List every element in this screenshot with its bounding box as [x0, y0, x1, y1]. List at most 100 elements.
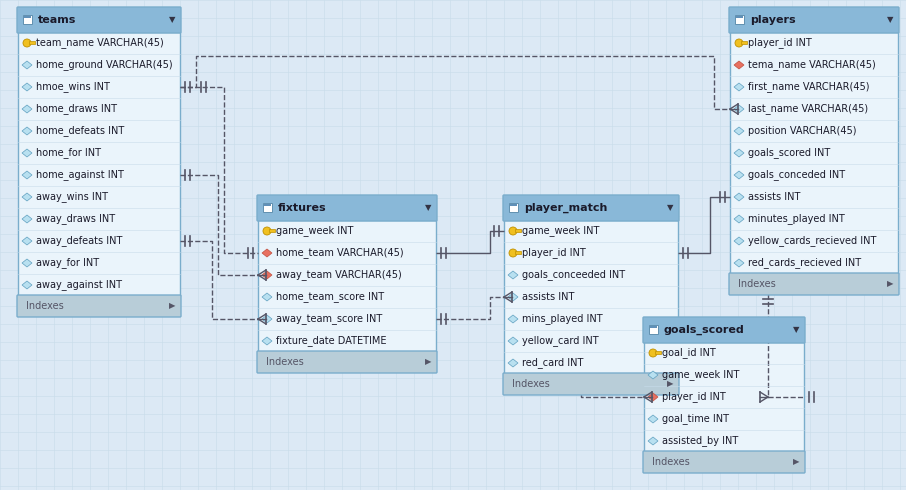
Text: player_id INT: player_id INT: [748, 38, 812, 49]
Text: game_week INT: game_week INT: [522, 225, 600, 237]
FancyBboxPatch shape: [643, 451, 805, 473]
Text: player_id INT: player_id INT: [662, 392, 726, 402]
Bar: [741, 42, 747, 45]
FancyBboxPatch shape: [257, 195, 437, 221]
Polygon shape: [22, 215, 32, 223]
Polygon shape: [648, 415, 658, 423]
Bar: [269, 229, 275, 232]
Polygon shape: [22, 193, 32, 201]
Text: mins_played INT: mins_played INT: [522, 314, 602, 324]
FancyBboxPatch shape: [17, 295, 181, 317]
FancyBboxPatch shape: [258, 220, 436, 352]
Text: home_team VARCHAR(45): home_team VARCHAR(45): [276, 247, 404, 258]
Text: teams: teams: [38, 15, 76, 25]
Text: Indexes: Indexes: [652, 457, 689, 467]
Text: team_name VARCHAR(45): team_name VARCHAR(45): [36, 38, 164, 49]
Text: ▶: ▶: [667, 379, 673, 389]
FancyBboxPatch shape: [730, 32, 898, 274]
Polygon shape: [22, 237, 32, 245]
Text: game_week INT: game_week INT: [276, 225, 353, 237]
Text: Indexes: Indexes: [266, 357, 304, 367]
Polygon shape: [648, 437, 658, 445]
Polygon shape: [262, 271, 272, 279]
Bar: [510, 204, 517, 206]
Text: home_ground VARCHAR(45): home_ground VARCHAR(45): [36, 60, 173, 71]
Polygon shape: [508, 293, 518, 301]
Bar: [655, 351, 661, 354]
Bar: [515, 229, 521, 232]
FancyBboxPatch shape: [729, 7, 899, 33]
Text: away_against INT: away_against INT: [36, 280, 122, 291]
Text: away_for INT: away_for INT: [36, 258, 99, 269]
Polygon shape: [22, 149, 32, 157]
Text: goals_conceeded INT: goals_conceeded INT: [522, 270, 625, 280]
Text: home_defeats INT: home_defeats INT: [36, 125, 124, 136]
Text: players: players: [750, 15, 795, 25]
Text: assists INT: assists INT: [522, 292, 574, 302]
Text: away_team_score INT: away_team_score INT: [276, 314, 382, 324]
Text: away_draws INT: away_draws INT: [36, 214, 115, 224]
Polygon shape: [508, 315, 518, 323]
Text: home_draws INT: home_draws INT: [36, 103, 117, 115]
Text: yellow_card INT: yellow_card INT: [522, 336, 599, 346]
Polygon shape: [22, 105, 32, 113]
Polygon shape: [734, 61, 744, 69]
Text: ▶: ▶: [425, 358, 431, 367]
Text: ▶: ▶: [793, 458, 799, 466]
Bar: [509, 203, 518, 212]
Polygon shape: [648, 371, 658, 379]
Polygon shape: [22, 127, 32, 135]
FancyBboxPatch shape: [503, 195, 679, 221]
Text: Indexes: Indexes: [26, 301, 63, 311]
Bar: [263, 203, 272, 212]
Circle shape: [23, 39, 31, 47]
Text: goals_scored INT: goals_scored INT: [748, 147, 830, 158]
Text: fixture_date DATETIME: fixture_date DATETIME: [276, 336, 387, 346]
Text: home_for INT: home_for INT: [36, 147, 101, 158]
Polygon shape: [22, 83, 32, 91]
Bar: [264, 204, 271, 206]
Text: red_card INT: red_card INT: [522, 358, 583, 368]
Bar: [736, 16, 743, 19]
Polygon shape: [734, 127, 744, 135]
Text: home_team_score INT: home_team_score INT: [276, 292, 384, 302]
Bar: [649, 325, 658, 334]
Polygon shape: [734, 215, 744, 223]
Polygon shape: [734, 237, 744, 245]
Text: assists INT: assists INT: [748, 192, 800, 202]
Text: player_match: player_match: [524, 203, 607, 213]
Text: ▼: ▼: [169, 16, 175, 24]
Circle shape: [509, 249, 517, 257]
Text: position VARCHAR(45): position VARCHAR(45): [748, 126, 856, 136]
Polygon shape: [262, 293, 272, 301]
Circle shape: [735, 39, 743, 47]
Polygon shape: [22, 171, 32, 179]
Text: fixtures: fixtures: [278, 203, 327, 213]
Circle shape: [263, 227, 271, 235]
Bar: [735, 15, 744, 24]
Circle shape: [649, 349, 657, 357]
Text: ▶: ▶: [169, 301, 175, 311]
Text: ▼: ▼: [887, 16, 893, 24]
Text: last_name VARCHAR(45): last_name VARCHAR(45): [748, 103, 868, 115]
Polygon shape: [262, 337, 272, 345]
Polygon shape: [508, 359, 518, 367]
FancyBboxPatch shape: [643, 317, 805, 343]
Text: goals_conceded INT: goals_conceded INT: [748, 170, 845, 180]
FancyBboxPatch shape: [257, 351, 437, 373]
Text: away_wins INT: away_wins INT: [36, 192, 108, 202]
Polygon shape: [22, 61, 32, 69]
Polygon shape: [734, 193, 744, 201]
Text: game_week INT: game_week INT: [662, 369, 739, 380]
FancyBboxPatch shape: [503, 373, 679, 395]
Text: minutes_played INT: minutes_played INT: [748, 214, 844, 224]
FancyBboxPatch shape: [729, 273, 899, 295]
Polygon shape: [734, 149, 744, 157]
Text: player_id INT: player_id INT: [522, 247, 586, 258]
Text: Indexes: Indexes: [512, 379, 550, 389]
Text: Indexes: Indexes: [738, 279, 776, 289]
Text: yellow_cards_recieved INT: yellow_cards_recieved INT: [748, 236, 876, 246]
Text: away_defeats INT: away_defeats INT: [36, 236, 122, 246]
Text: goals_scored: goals_scored: [664, 325, 745, 335]
Text: goal_id INT: goal_id INT: [662, 347, 716, 359]
